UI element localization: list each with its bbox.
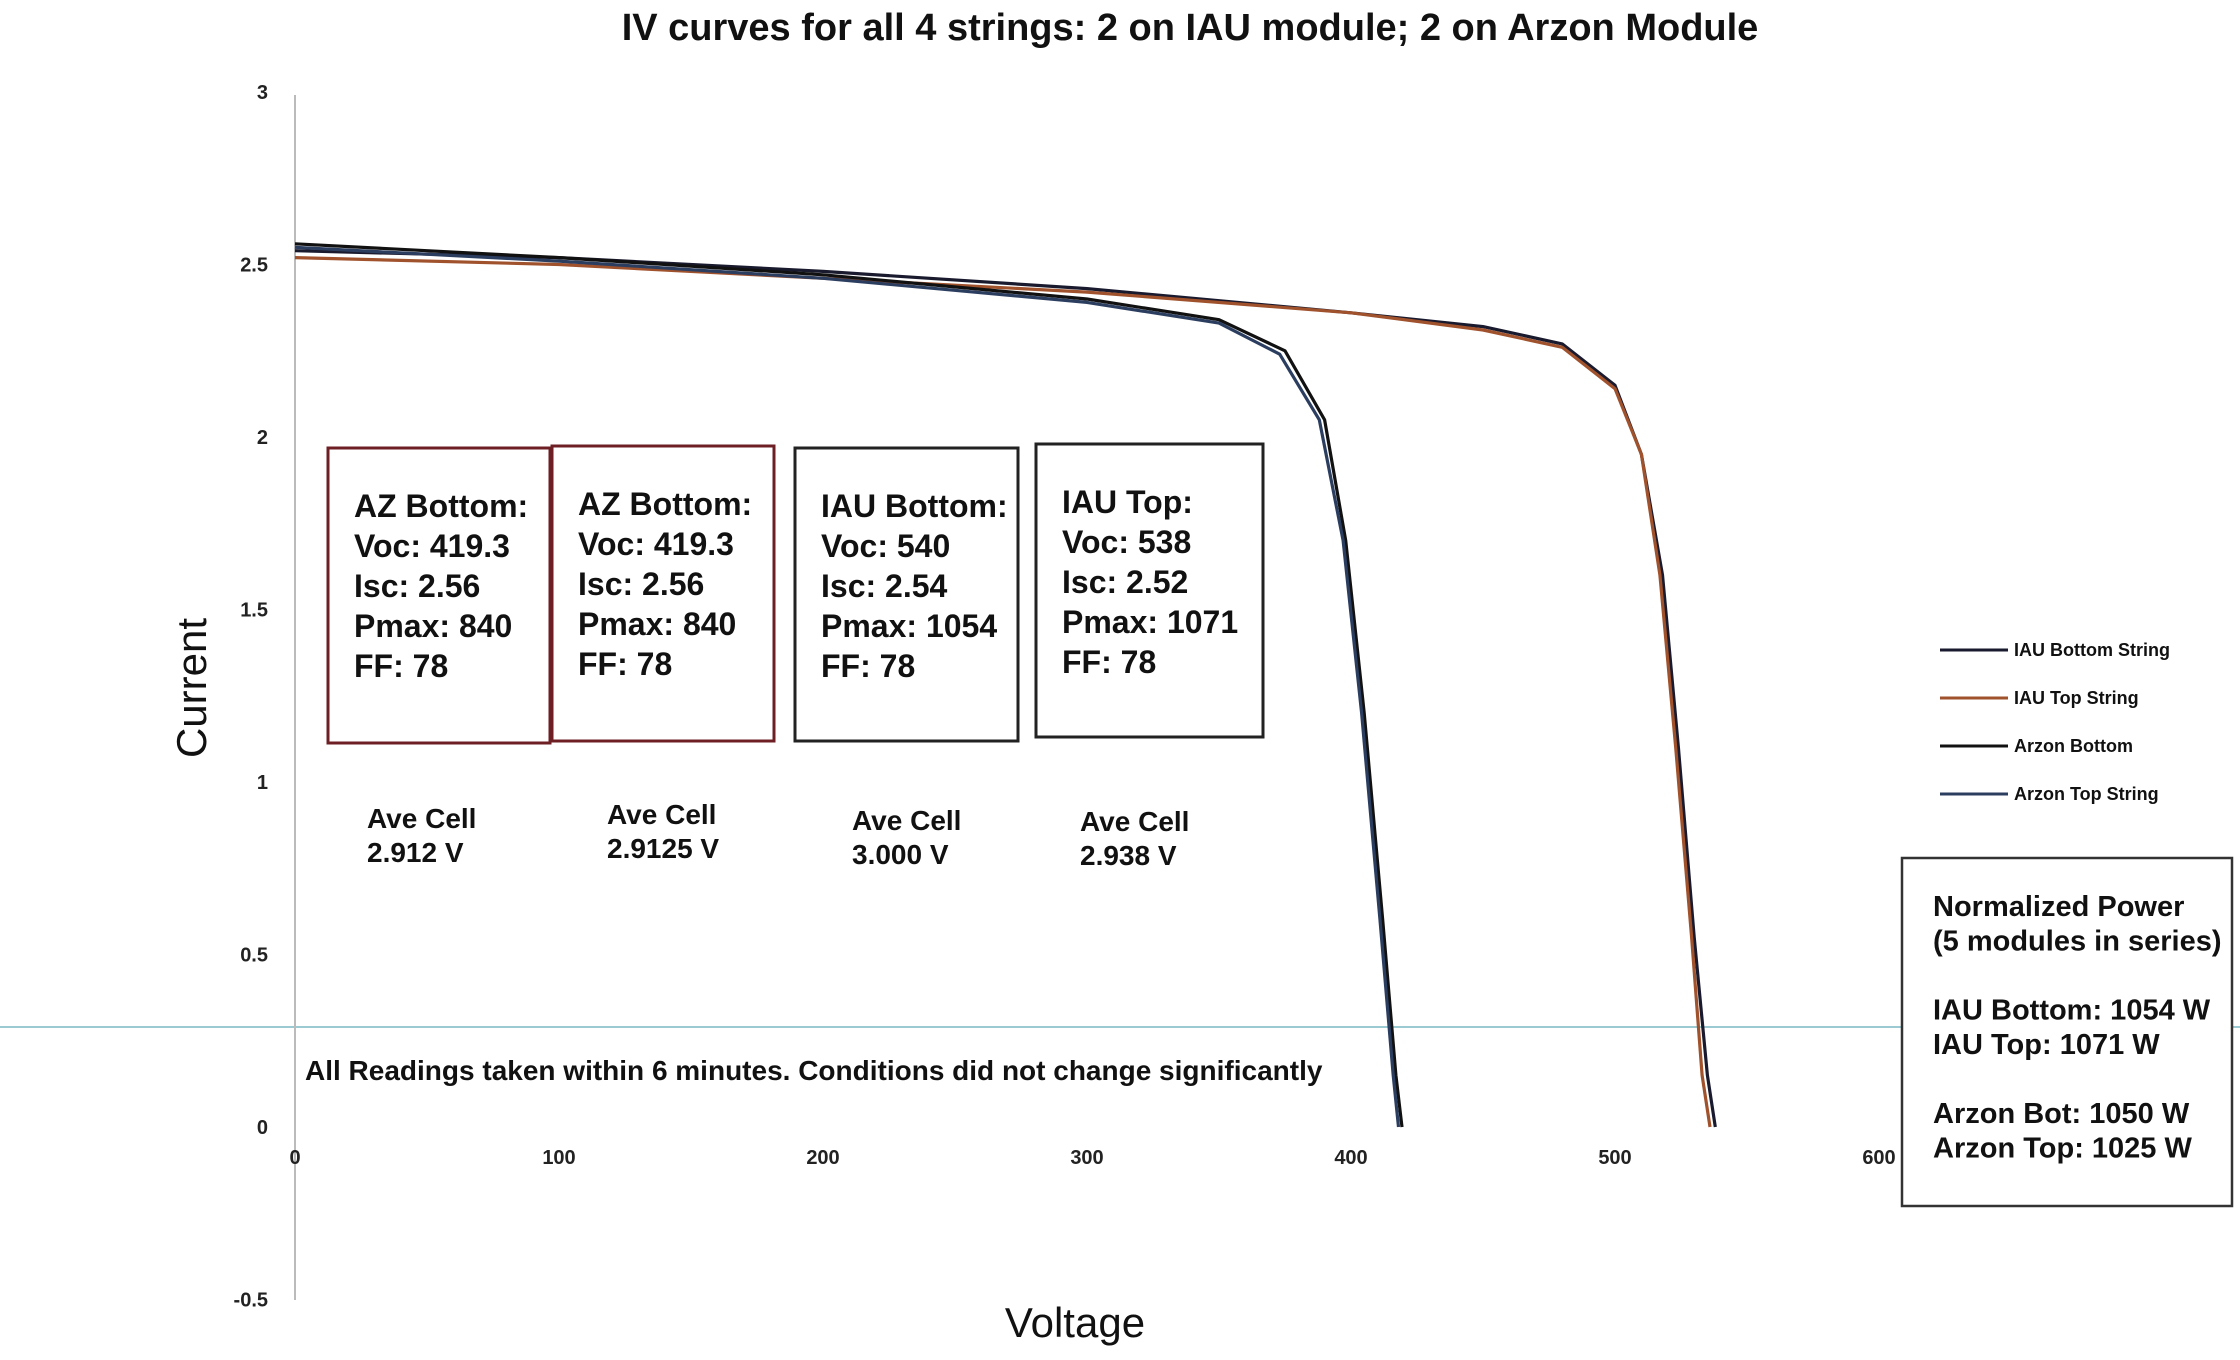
x-tick-label: 400 xyxy=(1334,1147,1367,1169)
y-tick-label: 1.5 xyxy=(240,600,268,622)
ave-cell-line: Ave Cell xyxy=(1080,806,1189,837)
series-line-1 xyxy=(294,256,1712,1128)
stats-box-line: IAU Bottom: xyxy=(821,488,1008,524)
power-box-line: Normalized Power xyxy=(1933,891,2184,923)
stats-box-line: Pmax: 840 xyxy=(578,606,736,642)
stats-box-line: Pmax: 840 xyxy=(354,608,512,644)
x-tick-label: 100 xyxy=(542,1147,575,1169)
legend: IAU Bottom String IAU Top String Arzon Bot… xyxy=(1940,640,2170,804)
ave-cell-line: Ave Cell xyxy=(367,803,476,834)
y-tick-label: 3 xyxy=(257,82,268,104)
stats-box-line: AZ Bottom: xyxy=(354,488,528,524)
y-tick-label: 0.5 xyxy=(240,945,268,967)
normalized-power-box: Normalized Power(5 modules in series) IAU… xyxy=(1900,856,2234,1208)
power-box-line: Arzon Top: 1025 W xyxy=(1933,1133,2192,1165)
legend-label-3: Arzon Top String xyxy=(2014,784,2159,804)
x-tick-label: 0 xyxy=(289,1147,300,1169)
stats-box-line: IAU Top: xyxy=(1062,484,1193,520)
x-tick-label: 300 xyxy=(1070,1147,1103,1169)
x-tick-label: 600 xyxy=(1862,1147,1895,1169)
stats-box-3 xyxy=(1034,442,1265,739)
y-tick-labels: -0.5 0 0.5 1 1.5 2 2.5 3 xyxy=(234,82,268,1312)
y-tick-label: 2 xyxy=(257,427,268,449)
y-tick-label: 1 xyxy=(257,772,268,794)
x-tick-label: 500 xyxy=(1598,1147,1631,1169)
stats-box-0 xyxy=(326,446,552,745)
y-tick-label: 0 xyxy=(257,1117,268,1139)
ave-cell-line: 3.000 V xyxy=(852,839,949,870)
x-axis-label: Voltage xyxy=(1005,1299,1145,1346)
stats-box-line: Pmax: 1071 xyxy=(1062,604,1238,640)
stats-box-line: Isc: 2.54 xyxy=(821,568,948,604)
stats-box-2 xyxy=(793,446,1020,743)
stats-box-line: Isc: 2.52 xyxy=(1062,564,1188,600)
ave-cell-line: 2.912 V xyxy=(367,837,464,868)
legend-label-2: Arzon Bottom xyxy=(2014,736,2133,756)
stats-box-line: Isc: 2.56 xyxy=(578,566,704,602)
stats-box-line: FF: 78 xyxy=(578,646,672,682)
legend-label-1: IAU Top String xyxy=(2014,688,2139,708)
stats-box-line: FF: 78 xyxy=(821,648,915,684)
legend-label-0: IAU Bottom String xyxy=(2014,640,2170,660)
chart-title: IV curves for all 4 strings: 2 on IAU mo… xyxy=(622,7,1759,49)
power-box-frame xyxy=(1900,856,2234,1208)
stats-box-line: Voc: 540 xyxy=(821,528,950,564)
stats-box-line: Pmax: 1054 xyxy=(821,608,997,644)
x-tick-labels: 0 100 200 300 400 500 600 xyxy=(289,1147,1895,1169)
stats-box-line: AZ Bottom: xyxy=(578,486,752,522)
x-tick-label: 200 xyxy=(806,1147,839,1169)
power-box-line: IAU Bottom: 1054 W xyxy=(1933,995,2211,1027)
power-box-line: Arzon Bot: 1050 W xyxy=(1933,1098,2190,1130)
stats-box-line: Isc: 2.56 xyxy=(354,568,480,604)
stats-box-1 xyxy=(550,444,776,743)
series-group xyxy=(294,242,1717,1128)
y-tick-label: 2.5 xyxy=(240,255,268,277)
stats-box-line: Voc: 419.3 xyxy=(578,526,734,562)
series-line-3 xyxy=(294,245,1401,1128)
y-tick-label: -0.5 xyxy=(234,1290,268,1312)
series-line-0 xyxy=(294,249,1717,1128)
power-box-line: (5 modules in series) xyxy=(1933,926,2222,958)
stats-box-line: Voc: 419.3 xyxy=(354,528,510,564)
stats-box-line: Voc: 538 xyxy=(1062,524,1191,560)
stats-boxes: AZ Bottom: Voc: 419.3 Isc: 2.56 Pmax: 840 FF… xyxy=(326,442,1265,745)
power-box-line: IAU Top: 1071 W xyxy=(1933,1029,2160,1061)
stats-box-line: FF: 78 xyxy=(1062,644,1156,680)
ave-cell-line: 2.938 V xyxy=(1080,840,1177,871)
ave-cell-line: Ave Cell xyxy=(607,799,716,830)
ave-cell-line: 2.9125 V xyxy=(607,833,719,864)
stats-box-line: FF: 78 xyxy=(354,648,448,684)
series-line-2 xyxy=(294,242,1404,1128)
y-axis-label: Current xyxy=(168,618,215,758)
readings-note: All Readings taken within 6 minutes. Con… xyxy=(305,1055,1323,1086)
ave-cell-line: Ave Cell xyxy=(852,805,961,836)
